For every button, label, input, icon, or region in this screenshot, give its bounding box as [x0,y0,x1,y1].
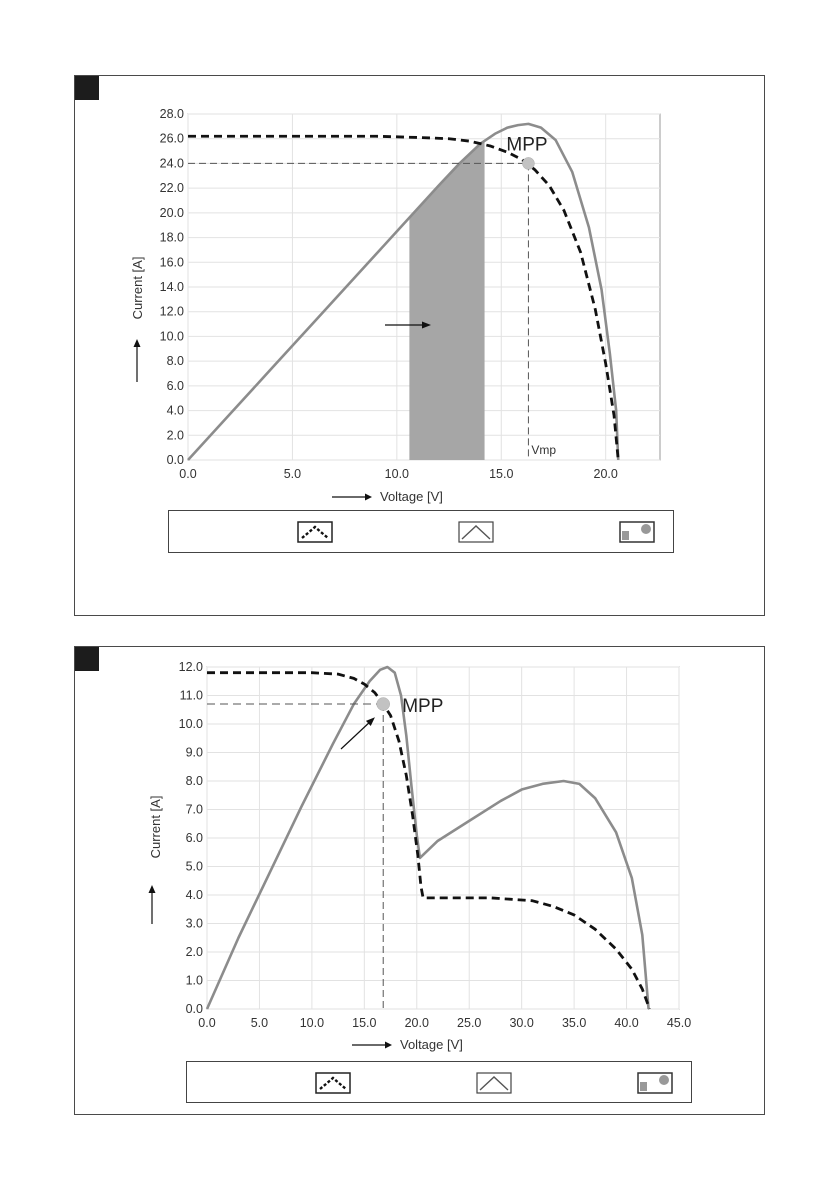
y-tick-label: 18.0 [160,231,184,245]
x-tick-label: 15.0 [352,1016,376,1030]
y-tick-label: 8.0 [167,354,184,368]
x-tick-label: 15.0 [489,467,513,481]
y-axis-label: Current [A] [130,257,145,320]
y-axis-label: Current [A] [148,796,163,859]
x-tick-label: 10.0 [385,467,409,481]
y-tick-label: 1.0 [186,974,203,988]
y-tick-label: 11.0 [180,689,203,703]
annotation-arrow-line [340,719,373,750]
x-tick-label: 0.0 [179,467,196,481]
series-line-solid [187,122,620,461]
mpp-label: MPP [402,696,443,717]
x-axis-label: Voltage [V] [400,1037,463,1052]
mpp-point [522,157,535,170]
y-tick-label: 28.0 [160,107,184,121]
y-tick-label: 12.0 [179,660,203,674]
y-tick-label: 8.0 [186,774,203,788]
x-tick-label: 35.0 [562,1016,586,1030]
annotation-arrow-head [365,717,375,726]
y-tick-label: 4.0 [186,888,203,902]
legend-1 [168,510,674,553]
y-tick-label: 9.0 [186,746,203,760]
y-axis-arrow-head [148,885,156,893]
dashed-curve-icon [297,521,333,543]
chart-2: MPP 0.0 5.0 10.0 15.0 20.0 25.0 30.0 35.0 40.0 45.… [148,660,691,1052]
y-tick-label: 10.0 [179,717,203,731]
vmp-label: Vmp [531,443,556,457]
dashed-curve-icon [315,1072,351,1094]
y-tick-label: 7.0 [186,803,203,817]
annotation-arrow-head [422,321,431,329]
y-tick-label: 16.0 [160,255,184,269]
y-tick-label: 5.0 [186,860,203,874]
power-band-shade [409,140,485,461]
figure-1-tag [75,76,99,100]
x-tick-label: 45.0 [667,1016,691,1030]
shade-mpp-icon [637,1072,673,1094]
y-tick-label: 3.0 [186,917,203,931]
x-axis-arrow-head [365,493,372,501]
y-tick-label: 14.0 [160,280,184,294]
x-tick-label: 25.0 [457,1016,481,1030]
y-axis-arrow-head [133,339,141,347]
x-axis-arrow-head [385,1041,392,1049]
x-tick-label: 0.0 [198,1016,215,1030]
y-tick-label: 0.0 [186,1002,203,1016]
x-tick-label: 30.0 [509,1016,533,1030]
y-tick-label: 2.0 [167,428,184,442]
x-tick-label: 5.0 [284,467,301,481]
legend-2 [186,1061,692,1103]
series-line-dashed [207,671,651,1010]
chart-1: MPP Vmp 0.0 5.0 10.0 15.0 20.0 0.0 2.0 4.0 6.0 8.0 1… [130,107,661,504]
mpp-point [376,697,390,711]
y-tick-label: 4.0 [167,404,184,418]
shade-mpp-icon [619,521,655,543]
y-tick-label: 24.0 [160,156,184,170]
x-tick-label: 20.0 [594,467,618,481]
series-line-solid [205,665,650,1010]
figure-2-tag [75,647,99,671]
figure-1: MPP Vmp 0.0 5.0 10.0 15.0 20.0 0.0 2.0 4.0 6.0 8.0 1… [74,75,765,616]
y-tick-label: 0.0 [167,453,184,467]
y-tick-label: 20.0 [160,206,184,220]
y-tick-label: 10.0 [160,329,184,343]
mpp-label: MPP [506,134,547,155]
y-tick-label: 6.0 [167,379,184,393]
x-tick-label: 5.0 [251,1016,268,1030]
series-line-dashed [188,134,620,461]
x-axis-label: Voltage [V] [380,489,443,504]
x-tick-label: 20.0 [405,1016,429,1030]
y-tick-label: 6.0 [186,831,203,845]
x-tick-label: 40.0 [614,1016,638,1030]
solid-curve-icon [476,1072,512,1094]
x-tick-label: 10.0 [300,1016,324,1030]
y-tick-label: 22.0 [160,181,184,195]
solid-curve-icon [458,521,494,543]
y-tick-label: 26.0 [160,132,184,146]
y-tick-label: 12.0 [160,305,184,319]
figure-2: MPP 0.0 5.0 10.0 15.0 20.0 25.0 30.0 35.0 40.0 45.… [74,646,765,1115]
y-tick-label: 2.0 [186,945,203,959]
